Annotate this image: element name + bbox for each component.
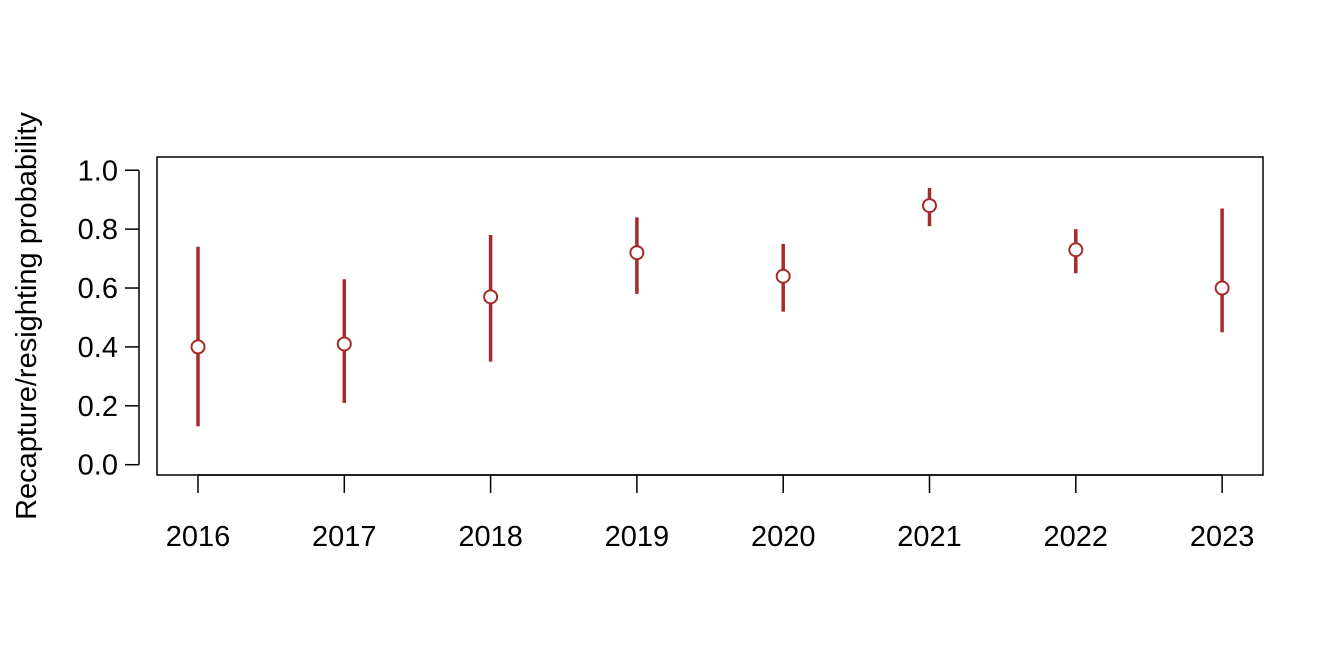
y-tick-label: 0.2 bbox=[78, 391, 118, 423]
estimate-point bbox=[1068, 242, 1084, 258]
y-tick-label: 1.0 bbox=[78, 155, 118, 187]
estimate-point bbox=[336, 336, 352, 352]
y-tick-label: 0.4 bbox=[78, 332, 118, 364]
estimate-point bbox=[190, 339, 206, 355]
x-axis: 2016 2017 2018 2019 2020 2021 2022 2023 bbox=[166, 474, 1255, 553]
estimate-point bbox=[1214, 280, 1230, 296]
y-tick-label: 0.0 bbox=[78, 450, 118, 482]
x-tick-label: 2018 bbox=[458, 521, 523, 553]
x-tick-label: 2021 bbox=[897, 521, 962, 553]
plot-frame bbox=[156, 156, 1264, 476]
x-tick-label: 2017 bbox=[312, 521, 377, 553]
y-tick-label: 0.8 bbox=[78, 214, 118, 246]
x-tick-label: 2022 bbox=[1044, 521, 1109, 553]
estimate-point bbox=[775, 268, 791, 284]
y-axis: 0.0 0.2 0.4 0.6 0.8 1.0 bbox=[78, 155, 140, 482]
x-tick-label: 2023 bbox=[1190, 521, 1255, 553]
x-tick-label: 2019 bbox=[605, 521, 670, 553]
x-tick-label: 2016 bbox=[166, 521, 231, 553]
estimate-point bbox=[922, 198, 937, 214]
estimate-point bbox=[483, 289, 499, 305]
estimate-point bbox=[629, 245, 645, 261]
y-tick-label: 0.6 bbox=[78, 273, 118, 305]
data-marks bbox=[190, 187, 1230, 427]
y-axis-label: Recapture/resighting probability bbox=[11, 112, 43, 520]
x-tick-label: 2020 bbox=[751, 521, 816, 553]
